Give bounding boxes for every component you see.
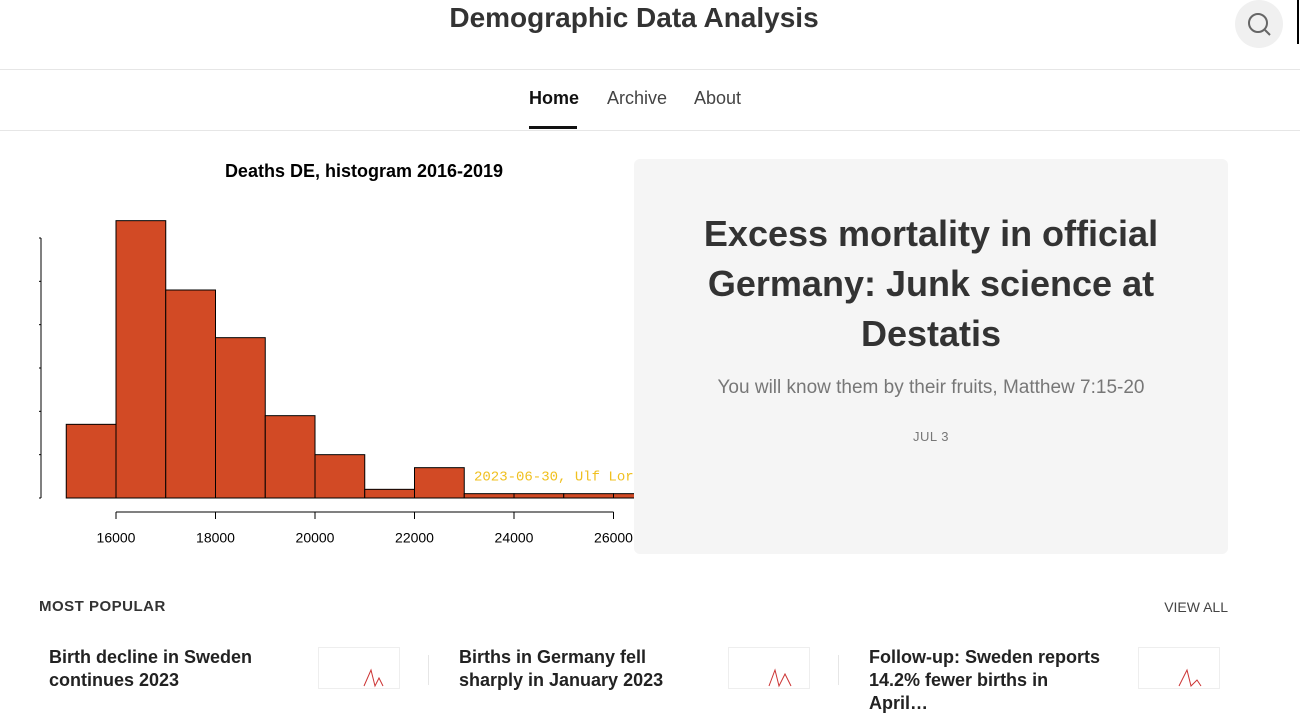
featured-post[interactable]: Excess mortality in official Germany: Ju…: [634, 159, 1228, 554]
bar: [613, 493, 634, 499]
bar: [165, 289, 216, 499]
bar: [115, 220, 167, 499]
annotation: 2023-06-30, Ulf Lor: [474, 470, 634, 486]
post-thumbnail[interactable]: [1138, 647, 1220, 689]
x-tick-label: 26000: [594, 530, 633, 546]
featured-date: JUL 3: [913, 429, 949, 444]
featured-title[interactable]: Excess mortality in official Germany: Ju…: [703, 213, 1159, 354]
bar: [414, 467, 465, 499]
bar: [463, 493, 515, 499]
post-title[interactable]: Follow-up: Sweden reports 14.2% fewer bi…: [869, 647, 1101, 713]
bar: [264, 415, 316, 499]
divider: [838, 655, 839, 685]
x-tick-label: 24000: [495, 530, 534, 546]
bar: [314, 454, 366, 499]
x-tick-label: 18000: [196, 530, 235, 546]
divider: [428, 655, 429, 685]
featured-subtitle: You will know them by their fruits, Matt…: [717, 377, 1145, 398]
bar: [215, 337, 266, 499]
header-rule: [0, 69, 1300, 70]
nav-underline: [529, 126, 577, 129]
nav-rule: [0, 130, 1300, 131]
thumbnail-graphic: [1178, 668, 1202, 687]
nav-home[interactable]: Home: [529, 88, 580, 108]
nav-about[interactable]: About: [694, 88, 742, 108]
nav-archive[interactable]: Archive: [607, 88, 668, 108]
x-tick-label: 20000: [296, 530, 335, 546]
section-heading: MOST POPULAR: [39, 598, 166, 615]
x-tick-label: 22000: [395, 530, 434, 546]
thumbnail-graphic: [768, 668, 792, 688]
cursor-bar: [1297, 0, 1299, 44]
search-button[interactable]: [1235, 0, 1283, 48]
bar: [65, 423, 117, 499]
view-all-link[interactable]: VIEW ALL: [1164, 599, 1228, 615]
site-title[interactable]: Demographic Data Analysis: [449, 2, 819, 33]
post-title[interactable]: Births in Germany fell sharply in Januar…: [459, 647, 664, 690]
thumbnail-graphic: [363, 668, 384, 688]
bar: [563, 493, 614, 499]
chart-title: Deaths DE, histogram 2016-2019: [225, 161, 503, 181]
post-thumbnail[interactable]: [318, 647, 400, 689]
search-icon: [1248, 13, 1271, 36]
bar: [513, 493, 565, 499]
post-thumbnail[interactable]: [728, 647, 810, 689]
x-tick-label: 16000: [97, 530, 136, 546]
post-title[interactable]: Birth decline in Sweden continues 2023: [49, 647, 253, 690]
bar: [364, 488, 415, 499]
histogram-chart[interactable]: Deaths DE, histogram 2016-2019 010203040…: [39, 155, 634, 555]
